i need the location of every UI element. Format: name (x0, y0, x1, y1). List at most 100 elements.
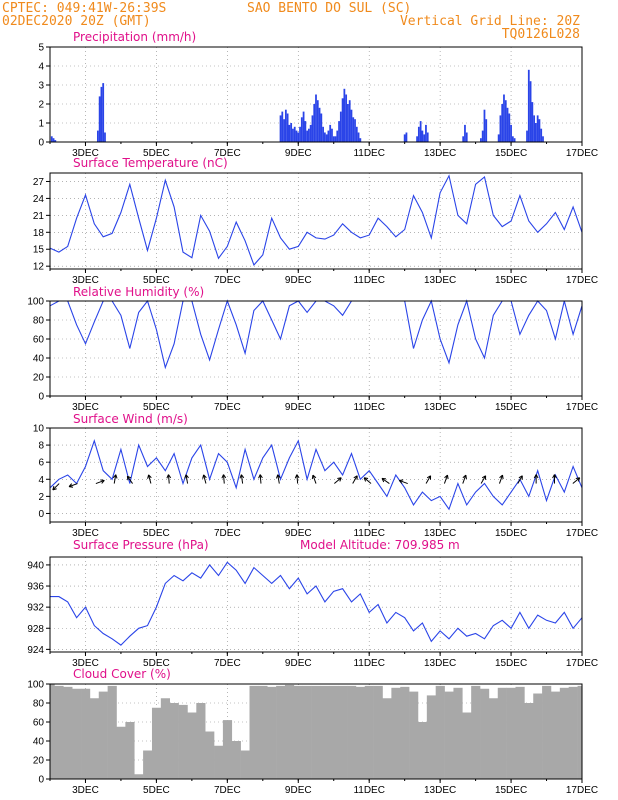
precip-bar (357, 132, 360, 142)
wind-arrow-head (554, 474, 557, 479)
precip-bar (100, 86, 103, 142)
temp-xtick-label: 17DEC (566, 275, 598, 286)
temp-xtick-label: 11DEC (353, 275, 385, 286)
wind-direction-arrow (147, 474, 152, 484)
wind-arrow-head (259, 474, 263, 479)
wind-arrow-shaft (462, 474, 467, 484)
cloud-panel: Cloud Cover (%) 0 20 40 60 80 100 3DEC 5DEC 7DEC 9… (27, 667, 598, 796)
wind-arrow-head (275, 474, 279, 479)
precip-bar (355, 126, 358, 142)
precip-bar (297, 132, 300, 142)
cloud-cover-bar (320, 685, 330, 779)
wind-arrow-head (112, 474, 117, 479)
wind-direction-arrow (239, 474, 245, 484)
wind-arrow-head (277, 474, 281, 479)
precip-bar (542, 136, 544, 142)
precip-bar (318, 107, 321, 142)
pressure-xtick-label: 7DEC (214, 658, 241, 669)
wind-arrow-head (68, 483, 73, 487)
precip-bar (540, 128, 543, 142)
precip-bar (292, 128, 294, 142)
cloud-cover-bar (143, 750, 153, 779)
wind-arrow-head (426, 475, 431, 479)
wind-direction-arrow (462, 474, 467, 484)
precip-bar (283, 119, 285, 142)
wind-direction-arrow (443, 474, 449, 484)
temp-xtick-label: 7DEC (214, 275, 241, 286)
wind-arrow-head (115, 474, 118, 479)
wind-ytick-label: 10 (33, 424, 45, 435)
cloud-cover-bar (524, 703, 534, 779)
wind-direction-arrow (498, 474, 504, 484)
precip-xtick-label: 17DEC (566, 148, 598, 159)
precip-bar (338, 121, 340, 142)
precip-bar (300, 117, 303, 142)
wind-direction-arrow (126, 475, 133, 484)
precip-ytick-label: 4 (38, 62, 44, 73)
cloud-cover-bar (50, 684, 55, 779)
wind-xtick-label: 9DEC (285, 528, 312, 539)
wind-arrow-head (499, 474, 503, 479)
cloud-cover-bar (444, 691, 454, 779)
wind-arrow-shaft (259, 474, 262, 484)
cloud-cover-bar (453, 687, 463, 779)
cloud-ytick-label: 60 (33, 718, 45, 729)
wind-arrow-shaft (572, 477, 581, 484)
pressure-xtick-label: 9DEC (285, 658, 312, 669)
precip-bar (279, 115, 282, 142)
precip-bar (52, 138, 55, 142)
wind-arrow-head (481, 475, 486, 479)
cloud-cover-bar (107, 685, 117, 779)
cloud-ytick-label: 80 (33, 699, 45, 710)
cloud-cover-bar (435, 685, 445, 779)
pressure-xtick-label: 15DEC (495, 658, 527, 669)
pressure-ytick-label: 932 (27, 603, 44, 614)
wind-direction-arrow (480, 475, 487, 484)
wind-direction-arrow (334, 477, 342, 484)
rh-line (49, 299, 583, 370)
cloud-cover-bar (497, 687, 507, 779)
precip-bar (497, 134, 500, 142)
precip-bar (511, 136, 514, 142)
cloud-cover-bar (311, 685, 321, 779)
wind-arrow-head (185, 474, 189, 479)
cloud-cover-bar (284, 684, 295, 779)
wind-direction-arrow (258, 474, 263, 484)
temp-panel: Surface Temperature (nC) 12 15 18 21 24 27 3DEC… (33, 156, 598, 286)
wind-arrow-shaft (277, 474, 280, 484)
pressure-xtick-label: 13DEC (424, 658, 456, 669)
precip-bar (483, 109, 486, 142)
wind-arrow-shaft (381, 477, 390, 484)
cloud-cover-bar (276, 685, 286, 779)
precip-bar (352, 117, 355, 142)
wind-xtick-label: 11DEC (353, 528, 385, 539)
wind-direction-arrow (381, 477, 390, 484)
precip-bar (526, 130, 528, 142)
cloud-cover-bar (302, 685, 312, 779)
precip-bar (309, 124, 312, 142)
wind-direction-arrow (533, 474, 539, 484)
precip-bar (481, 130, 484, 142)
cloud-cover-bar (116, 726, 126, 779)
precip-bar (426, 132, 429, 142)
precip-bar (503, 94, 505, 142)
rh-xtick-label: 17DEC (566, 402, 598, 413)
pressure-ytick-label: 924 (27, 645, 44, 656)
temp-xtick-label: 5DEC (143, 275, 170, 286)
precip-ytick-label: 2 (38, 100, 44, 111)
wind-arrow-shaft (296, 474, 299, 484)
cloud-title: Cloud Cover (%) (73, 667, 171, 681)
pressure-xtick-label: 17DEC (566, 658, 598, 669)
pressure-title: Surface Pressure (hPa) (73, 538, 209, 552)
pressure-xtick-label: 11DEC (353, 658, 385, 669)
cloud-cover-bar (506, 687, 516, 779)
precip-bar (323, 132, 326, 142)
rh-ytick-label: 0 (38, 392, 44, 403)
cloud-cover-bar (205, 731, 215, 779)
precip-bar (421, 130, 424, 142)
rh-xtick-label: 3DEC (72, 402, 99, 413)
wind-title: Surface Wind (m/s) (73, 412, 188, 426)
wind-arrow-head (575, 477, 580, 480)
wind-direction-arrow (221, 474, 227, 484)
cloud-cover-bar (81, 688, 91, 779)
